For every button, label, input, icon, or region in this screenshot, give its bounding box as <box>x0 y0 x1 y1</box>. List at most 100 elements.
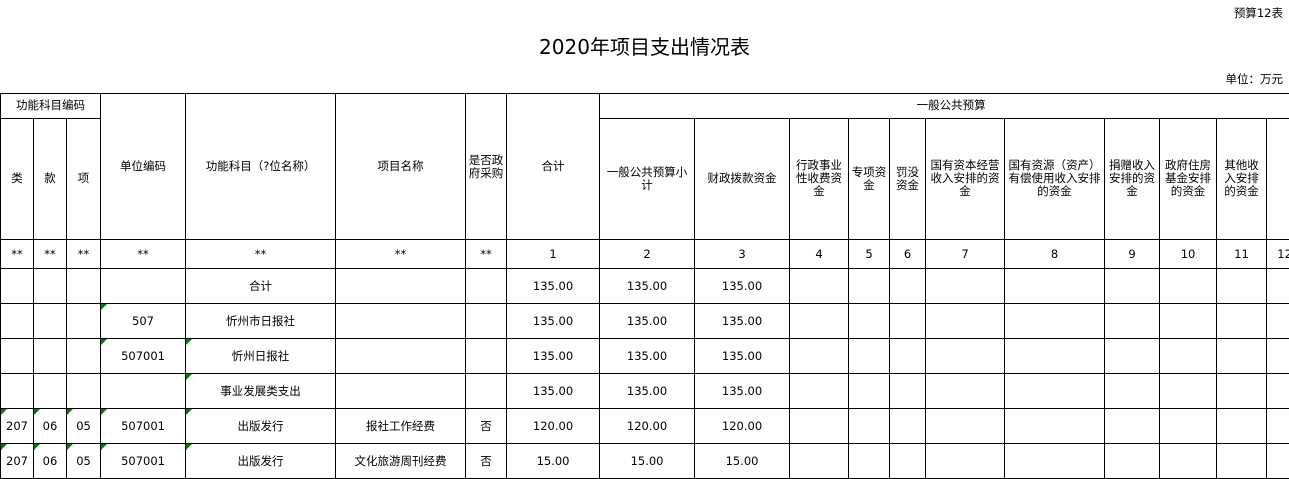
colnum-3: ** <box>101 240 186 269</box>
cell-func-subject: 合计 <box>186 269 336 304</box>
cell-admin-fee-funds <box>790 269 849 304</box>
header-func-subject: 功能科目（?位名称） <box>186 94 336 240</box>
cell-other-income <box>1217 269 1267 304</box>
cell-project-name <box>336 374 466 409</box>
header-unit-code: 单位编码 <box>101 94 186 240</box>
colnum-11: 5 <box>849 240 890 269</box>
header-lei: 类 <box>1 118 34 239</box>
cell-gov-fund <box>1267 444 1289 479</box>
cell-kuan <box>34 339 67 374</box>
cell-state-resource-income <box>1005 444 1105 479</box>
cell-total: 135.00 <box>507 304 600 339</box>
header-general-public-budget-group: 一般公共预算 <box>600 94 1289 119</box>
cell-total: 135.00 <box>507 374 600 409</box>
cell-gpb-subtotal: 15.00 <box>600 444 695 479</box>
cell-other-income <box>1217 304 1267 339</box>
colnum-8: 2 <box>600 240 695 269</box>
cell-gov-fund <box>1267 374 1289 409</box>
cell-gov-fund <box>1267 409 1289 444</box>
cell-fiscal-appropriation: 15.00 <box>695 444 790 479</box>
cell-donation-income <box>1105 444 1160 479</box>
colnum-6: ** <box>466 240 507 269</box>
colnum-0: ** <box>1 240 34 269</box>
header-project-name: 项目名称 <box>336 94 466 240</box>
cell-gov-procurement <box>466 269 507 304</box>
cell-admin-fee-funds <box>790 339 849 374</box>
colnum-4: ** <box>186 240 336 269</box>
cell-gpb-subtotal: 135.00 <box>600 339 695 374</box>
cell-donation-income <box>1105 409 1160 444</box>
cell-total: 120.00 <box>507 409 600 444</box>
cell-lei <box>1 304 34 339</box>
cell-func-subject: 事业发展类支出 <box>186 374 336 409</box>
cell-other-income <box>1217 339 1267 374</box>
cell-gov-housing-fund <box>1160 444 1217 479</box>
cell-xiang <box>67 269 101 304</box>
cell-total: 15.00 <box>507 444 600 479</box>
header-donation-income: 捐赠收入安排的资金 <box>1105 118 1160 239</box>
colnum-7: 1 <box>507 240 600 269</box>
colnum-9: 3 <box>695 240 790 269</box>
cell-donation-income <box>1105 339 1160 374</box>
header-gpb-subtotal: 一般公共预算小计 <box>600 118 695 239</box>
cell-project-name: 文化旅游周刊经费 <box>336 444 466 479</box>
cell-unit-code: 507001 <box>101 409 186 444</box>
cell-gov-housing-fund <box>1160 409 1217 444</box>
cell-unit-code: 507001 <box>101 339 186 374</box>
colnum-16: 10 <box>1160 240 1217 269</box>
cell-special-funds <box>849 339 890 374</box>
cell-fiscal-appropriation: 135.00 <box>695 374 790 409</box>
colnum-18: 12 <box>1267 240 1289 269</box>
cell-kuan <box>34 269 67 304</box>
cell-fiscal-appropriation: 120.00 <box>695 409 790 444</box>
cell-gov-housing-fund <box>1160 339 1217 374</box>
cell-confiscation-funds <box>890 409 926 444</box>
colnum-5: ** <box>336 240 466 269</box>
cell-donation-income <box>1105 269 1160 304</box>
cell-state-capital-income <box>926 444 1005 479</box>
cell-xiang <box>67 339 101 374</box>
cell-confiscation-funds <box>890 339 926 374</box>
cell-admin-fee-funds <box>790 444 849 479</box>
cell-fiscal-appropriation: 135.00 <box>695 339 790 374</box>
cell-other-income <box>1217 409 1267 444</box>
table-column-number-row: ** ** ** ** ** ** ** 1 2 3 4 5 6 7 8 9 1… <box>1 240 1289 269</box>
colnum-17: 11 <box>1217 240 1267 269</box>
cell-kuan: 06 <box>34 409 67 444</box>
cell-lei <box>1 374 34 409</box>
cell-lei: 207 <box>1 444 34 479</box>
cell-confiscation-funds <box>890 444 926 479</box>
cell-donation-income <box>1105 374 1160 409</box>
page-title: 2020年项目支出情况表 <box>0 34 1289 60</box>
header-gov-housing-fund: 政府住房基金安排的资金 <box>1160 118 1217 239</box>
cell-gov-procurement: 否 <box>466 409 507 444</box>
cell-donation-income <box>1105 304 1160 339</box>
cell-gov-housing-fund <box>1160 374 1217 409</box>
colnum-1: ** <box>34 240 67 269</box>
cell-total: 135.00 <box>507 269 600 304</box>
cell-unit-code <box>101 269 186 304</box>
cell-project-name <box>336 269 466 304</box>
cell-gov-procurement <box>466 374 507 409</box>
cell-state-capital-income <box>926 374 1005 409</box>
header-gov-procurement: 是否政府采购 <box>466 94 507 240</box>
cell-unit-code: 507001 <box>101 444 186 479</box>
cell-admin-fee-funds <box>790 409 849 444</box>
cell-kuan: 06 <box>34 444 67 479</box>
cell-gpb-subtotal: 135.00 <box>600 304 695 339</box>
cell-other-income <box>1217 444 1267 479</box>
cell-project-name <box>336 304 466 339</box>
cell-xiang <box>67 304 101 339</box>
cell-state-resource-income <box>1005 409 1105 444</box>
cell-project-name: 报社工作经费 <box>336 409 466 444</box>
cell-state-resource-income <box>1005 269 1105 304</box>
header-state-capital-income: 国有资本经营收入安排的资金 <box>926 118 1005 239</box>
cell-gov-procurement <box>466 304 507 339</box>
cell-gov-procurement <box>466 339 507 374</box>
colnum-13: 7 <box>926 240 1005 269</box>
